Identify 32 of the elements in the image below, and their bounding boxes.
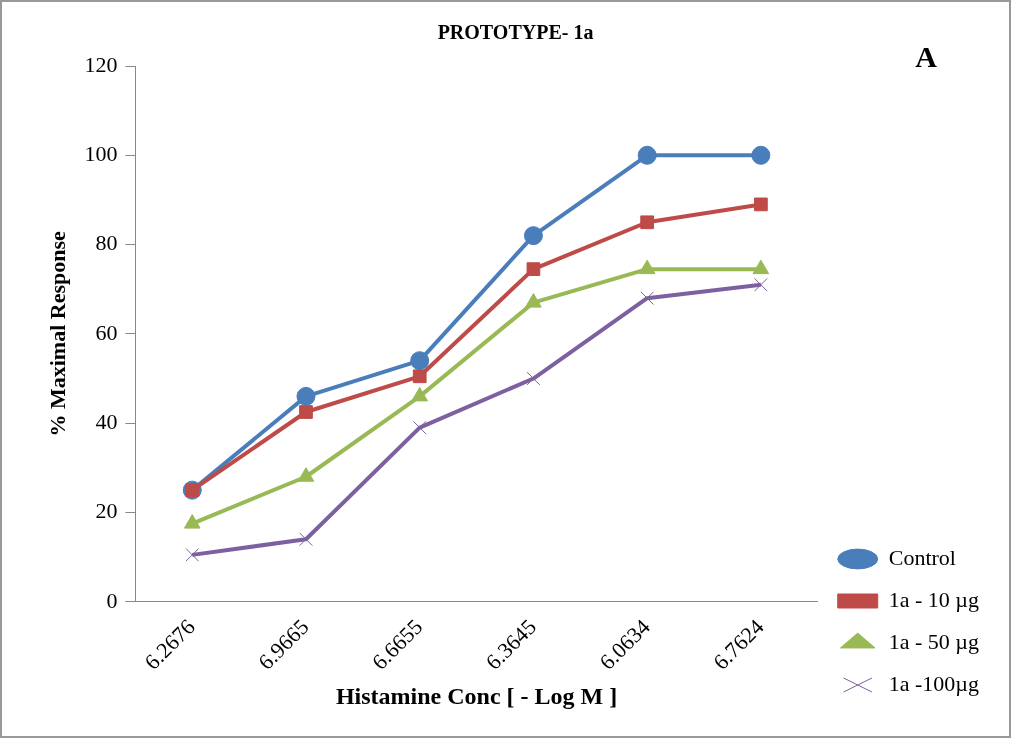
y-tick-label: 40 (95, 408, 118, 434)
point (299, 532, 313, 547)
point (526, 262, 541, 276)
point (299, 405, 313, 419)
point (640, 215, 655, 230)
legend-label: 1a -100µg (888, 670, 980, 696)
chart-title: PROTOTYPE- 1a (437, 21, 594, 44)
point (185, 548, 200, 562)
point (637, 145, 657, 165)
x-axis-title: Histamine Conc [ - Log M ] (335, 682, 618, 709)
legend-label: 1a - 10 µg (888, 586, 980, 612)
point (296, 386, 316, 406)
point (752, 259, 770, 275)
text: A (915, 40, 938, 73)
point (754, 277, 768, 292)
point (412, 369, 427, 384)
y-axis-title: % Maximal Response (44, 230, 70, 437)
point (754, 197, 768, 212)
point (638, 259, 656, 275)
y-tick-label: 80 (95, 230, 118, 256)
point (410, 351, 430, 371)
y-tick-label: 60 (95, 319, 118, 345)
y-tick-label: 0 (106, 587, 118, 613)
point (751, 145, 771, 165)
y-tick-label: 100 (84, 141, 118, 167)
legend-label: Control (888, 544, 956, 570)
y-tick-label: 120 (84, 51, 118, 77)
point (525, 293, 542, 308)
point (412, 420, 427, 435)
point (523, 226, 543, 246)
legend-label: 1a - 50 µg (888, 628, 980, 654)
y-tick-label: 20 (95, 498, 118, 524)
